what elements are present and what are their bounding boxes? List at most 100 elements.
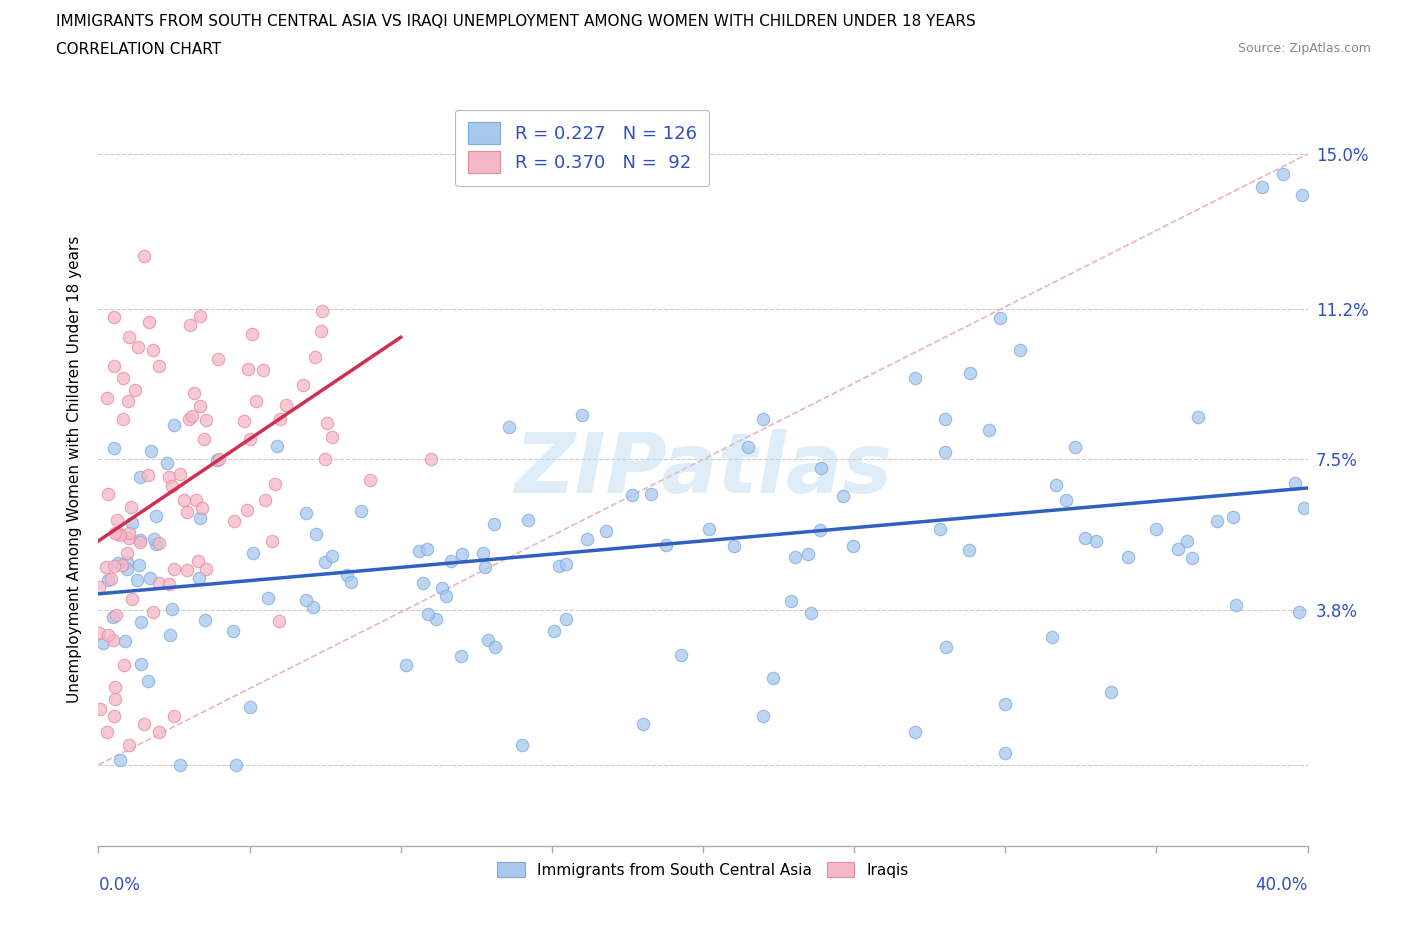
Point — [117, 393, 139, 408]
Point — [904, 370, 927, 385]
Point — [222, 624, 245, 639]
Point — [145, 509, 167, 524]
Point — [697, 522, 720, 537]
Point — [842, 538, 865, 553]
Point — [240, 326, 263, 341]
Point — [132, 248, 155, 263]
Point — [179, 318, 201, 333]
Point — [118, 525, 141, 540]
Point — [425, 612, 447, 627]
Point — [752, 411, 775, 426]
Point — [121, 515, 143, 530]
Point — [571, 407, 593, 422]
Point — [252, 362, 274, 377]
Point — [302, 600, 325, 615]
Point — [994, 745, 1017, 760]
Point — [91, 635, 114, 650]
Point — [555, 557, 578, 572]
Point — [474, 559, 496, 574]
Point — [482, 517, 505, 532]
Point — [555, 612, 578, 627]
Point — [194, 562, 217, 577]
Point — [105, 512, 128, 527]
Point — [988, 311, 1011, 325]
Point — [188, 309, 211, 324]
Point — [434, 588, 457, 603]
Point — [118, 530, 141, 545]
Point — [101, 609, 124, 624]
Point — [1284, 475, 1306, 490]
Point — [576, 531, 599, 546]
Point — [1040, 630, 1063, 644]
Text: 0.0%: 0.0% — [98, 876, 141, 895]
Point — [316, 416, 339, 431]
Point — [125, 572, 148, 587]
Point — [267, 614, 290, 629]
Point — [207, 352, 229, 366]
Point — [1225, 598, 1247, 613]
Point — [148, 724, 170, 739]
Point — [253, 493, 276, 508]
Text: Source: ZipAtlas.com: Source: ZipAtlas.com — [1237, 42, 1371, 55]
Point — [797, 546, 820, 561]
Point — [295, 505, 318, 520]
Point — [1146, 521, 1168, 536]
Point — [1085, 534, 1108, 549]
Point — [103, 558, 125, 573]
Point — [1291, 187, 1313, 202]
Point — [245, 393, 267, 408]
Point — [205, 453, 228, 468]
Point — [96, 560, 118, 575]
Text: CORRELATION CHART: CORRELATION CHART — [56, 42, 221, 57]
Point — [131, 615, 153, 630]
Point — [232, 413, 254, 428]
Point — [336, 567, 359, 582]
Point — [115, 554, 138, 569]
Point — [349, 504, 371, 519]
Point — [266, 439, 288, 454]
Point — [108, 752, 131, 767]
Point — [104, 525, 127, 540]
Point — [360, 472, 382, 487]
Point — [831, 488, 853, 503]
Point — [412, 576, 434, 591]
Point — [1294, 500, 1316, 515]
Point — [169, 466, 191, 481]
Point — [242, 545, 264, 560]
Point — [418, 606, 440, 621]
Point — [547, 559, 569, 574]
Point — [148, 358, 170, 373]
Point — [97, 487, 120, 502]
Point — [785, 550, 807, 565]
Point — [163, 709, 186, 724]
Point — [114, 633, 136, 648]
Point — [103, 441, 125, 456]
Point — [935, 639, 957, 654]
Point — [1045, 478, 1067, 493]
Text: ZIPatlas: ZIPatlas — [515, 429, 891, 511]
Point — [669, 648, 692, 663]
Point — [309, 324, 332, 339]
Point — [928, 522, 950, 537]
Point — [977, 423, 1000, 438]
Point — [181, 408, 204, 423]
Point — [103, 310, 125, 325]
Point — [157, 576, 180, 591]
Point — [111, 558, 134, 573]
Point — [260, 534, 283, 549]
Point — [173, 493, 195, 508]
Point — [256, 591, 278, 605]
Point — [432, 581, 454, 596]
Point — [224, 513, 246, 528]
Point — [156, 456, 179, 471]
Point — [157, 470, 180, 485]
Point — [105, 607, 128, 622]
Point — [1167, 541, 1189, 556]
Point — [121, 591, 143, 606]
Point — [934, 445, 956, 459]
Point — [1251, 179, 1274, 194]
Point — [239, 699, 262, 714]
Point — [148, 536, 170, 551]
Point — [631, 717, 654, 732]
Point — [1054, 493, 1077, 508]
